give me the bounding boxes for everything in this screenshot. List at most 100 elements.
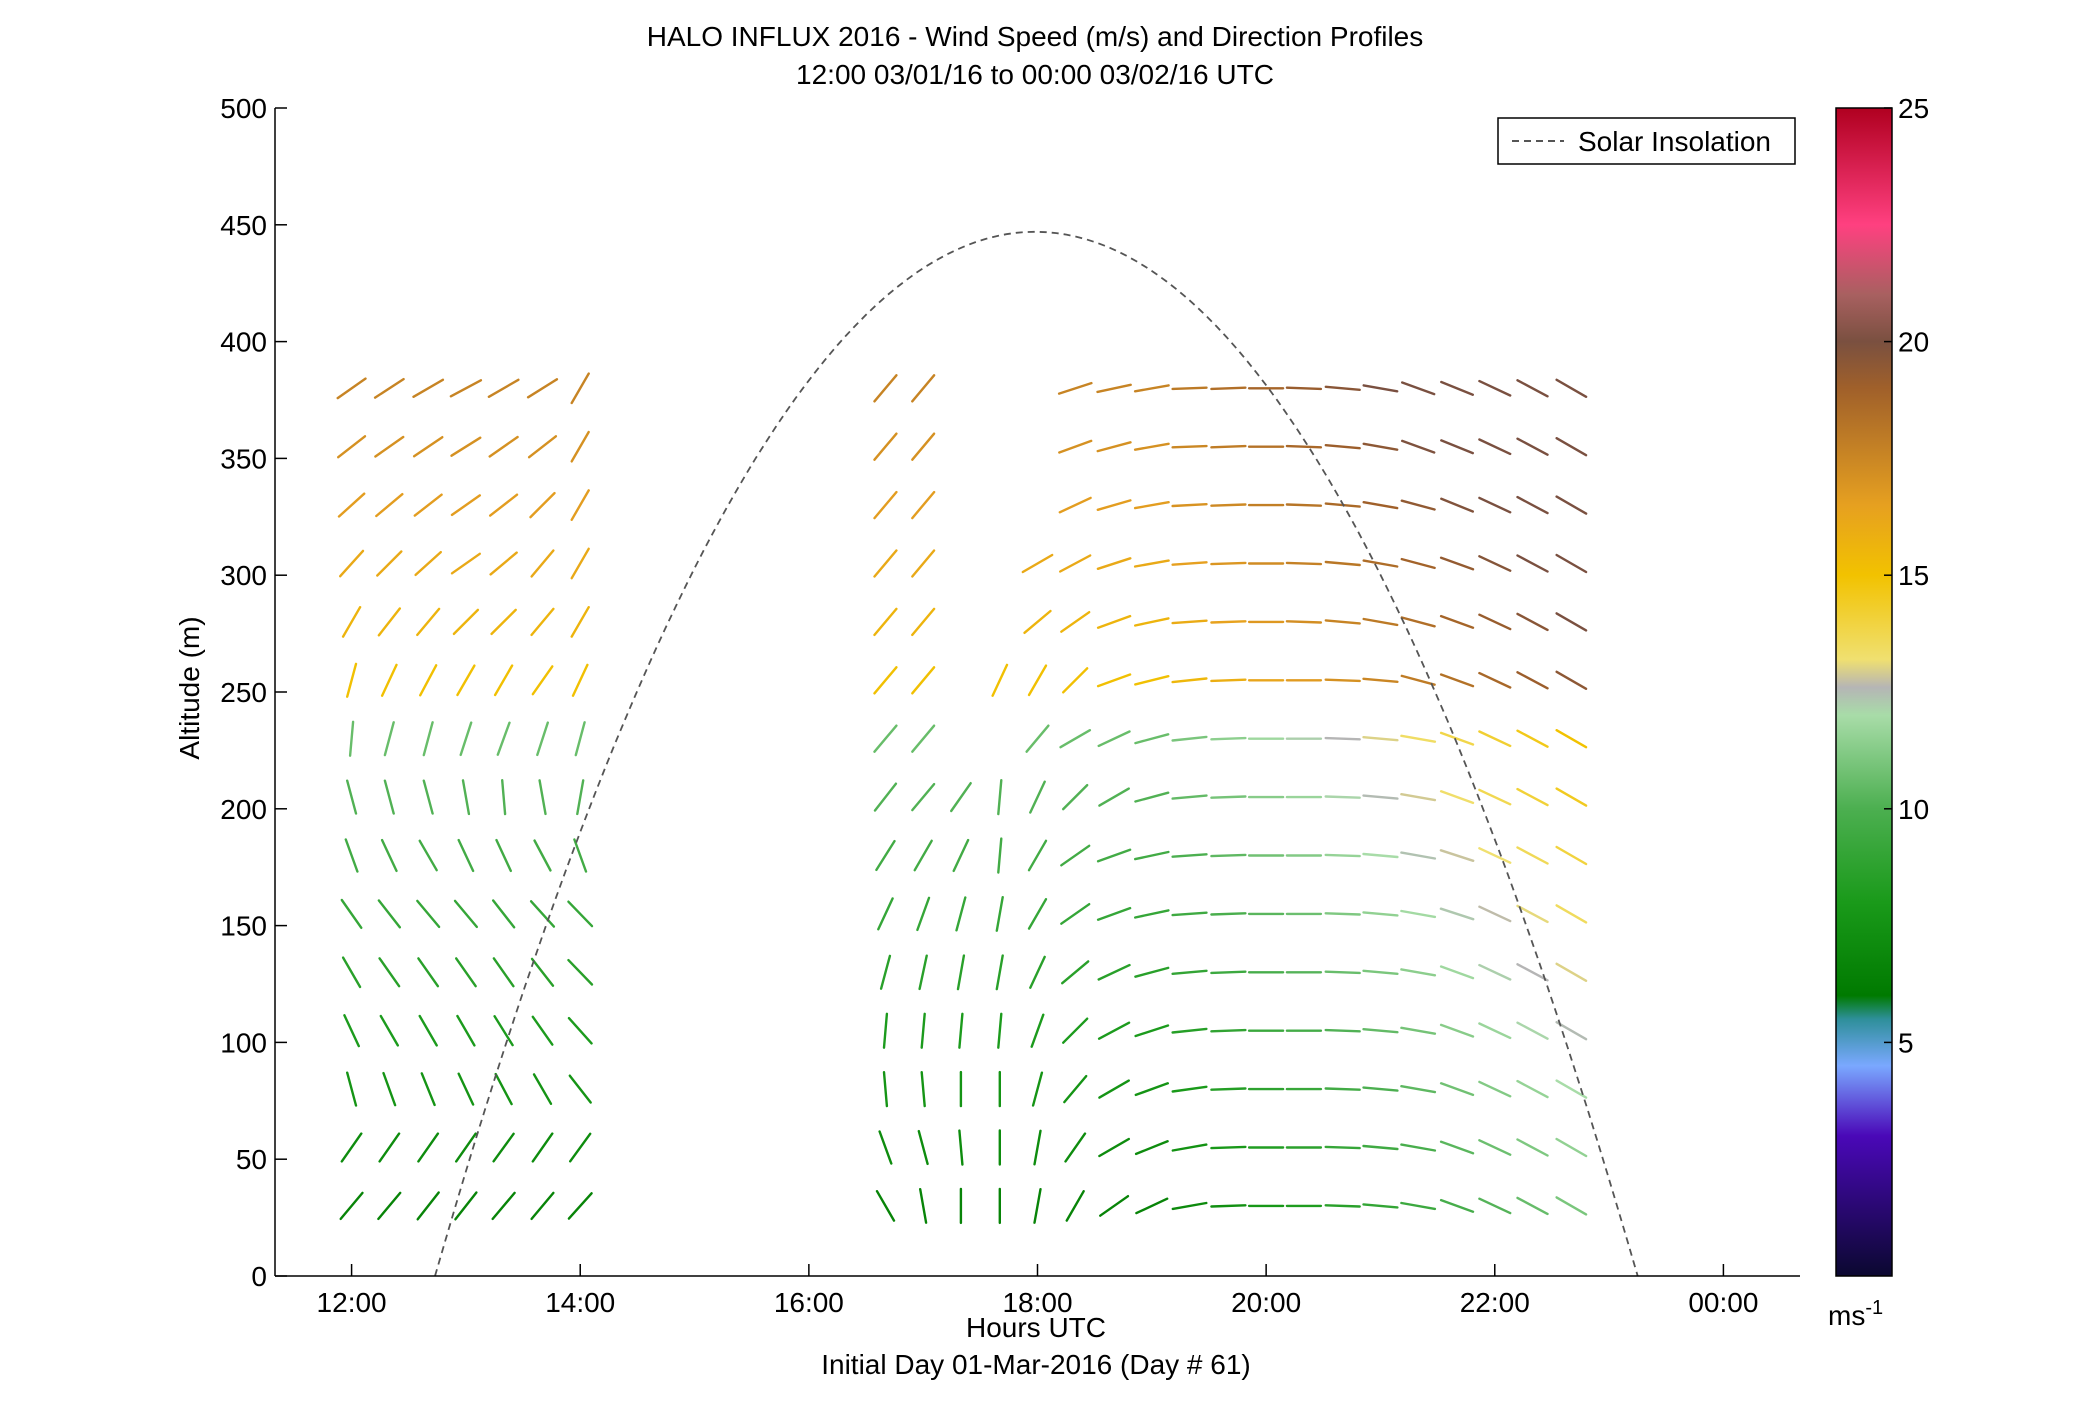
wind-barb [911,607,936,637]
wind-barb [383,721,395,757]
wind-barb [1210,736,1247,741]
chart-title: HALO INFLUX 2016 - Wind Speed (m/s) and … [647,21,1424,52]
wind-barb [1023,609,1052,634]
x-axis-sublabel: Initial Day 01-Mar-2016 (Day # 61) [821,1349,1251,1380]
wind-barb [1516,671,1549,690]
colorbar-unit: ms-1 [1828,1297,1883,1331]
wind-barb [348,720,355,757]
wind-barb [339,549,365,578]
colorbar-tick-label: 15 [1898,560,1929,591]
wind-barb [1027,898,1048,930]
wind-barb [538,779,547,816]
wind-barb [1516,1196,1549,1216]
wind-barb [1324,678,1361,683]
wind-barb [1060,611,1091,633]
wind-barb [1362,501,1399,510]
wind-barb [1134,1024,1170,1038]
wind-barb [418,839,438,872]
wind-barb [1555,1079,1588,1099]
wind-barb [1027,839,1048,872]
wind-barb [1061,783,1089,811]
wind-barb [995,896,1004,932]
x-tick-label: 16:00 [774,1287,844,1318]
wind-barb [378,1132,401,1163]
wind-barb [346,779,358,815]
wind-barb [493,1015,514,1047]
wind-barb [339,1191,364,1221]
wind-barb [1478,1139,1512,1156]
wind-barb [1171,794,1208,800]
wind-barb [911,549,936,578]
wind-barb [1555,729,1588,749]
wind-barb [1133,442,1170,451]
colorbar: 5 10 15 20 25 [1835,93,1929,1277]
wind-barb [380,838,398,873]
wind-barb [1440,439,1475,455]
wind-barb [576,779,585,816]
wind-barb [449,379,483,398]
wind-barb [571,663,589,697]
wind-barb [1061,667,1089,694]
wind-barb [1096,673,1132,688]
wind-barb [1171,561,1208,566]
wind-barb [1324,619,1361,625]
wind-barb [530,1191,555,1221]
wind-barb [530,607,555,637]
legend-label: Solar Insolation [1578,126,1771,157]
wind-barb [336,377,367,400]
wind-barb [414,550,442,577]
wind-barb [346,1071,358,1107]
wind-barb [1555,962,1588,982]
wind-barb [1096,614,1132,629]
wind-barb [1400,1201,1437,1211]
wind-barb [455,1132,477,1163]
wind-barb [1210,1204,1247,1208]
wind-barb [457,1072,475,1106]
wind-barb [495,838,512,873]
wind-barb [1171,735,1208,742]
wind-barb [341,606,362,638]
wind-barb [1133,909,1170,919]
wind-barb [1516,1138,1549,1157]
wind-barb [1098,1137,1131,1158]
wind-barb [1134,675,1170,686]
wind-barb [950,782,972,813]
wind-barb [913,839,933,872]
wind-barb [494,1072,513,1106]
wind-barb [1362,677,1399,683]
wind-barb [1033,1129,1042,1166]
wind-barb [416,607,441,637]
wind-barb [527,435,558,459]
wind-barb [1324,385,1361,391]
wind-barb [1555,1021,1588,1041]
wind-barb [1171,1143,1208,1152]
wind-barb [1439,673,1475,688]
wind-barb [1516,437,1549,456]
wind-barb [1285,386,1323,391]
wind-barb [341,956,362,989]
wind-barb [1362,442,1399,451]
wind-barb [1060,844,1091,867]
wind-barb [1025,724,1050,753]
chart-subtitle: 12:00 03/01/16 to 00:00 03/02/16 UTC [796,59,1274,90]
wind-barb [1133,617,1170,627]
wind-barb [873,607,898,637]
wind-barb [1478,555,1512,572]
wind-barb [450,436,482,457]
wind-barb [1516,379,1549,398]
wind-barb [920,1012,926,1049]
wind-barb [920,1070,926,1108]
wind-barb [882,1070,889,1108]
colorbar-tick-label: 20 [1898,327,1929,358]
wind-barb [1134,791,1170,803]
y-tick-label: 500 [220,93,267,124]
y-tick-label: 450 [220,210,267,241]
wind-barb [1516,1079,1549,1099]
wind-barb [383,779,395,815]
wind-barb [1400,616,1436,628]
wind-barb [1324,736,1361,741]
wind-barb [956,954,966,991]
wind-barb [1171,503,1208,508]
wind-barb [919,1187,928,1224]
wind-barb [567,900,594,928]
